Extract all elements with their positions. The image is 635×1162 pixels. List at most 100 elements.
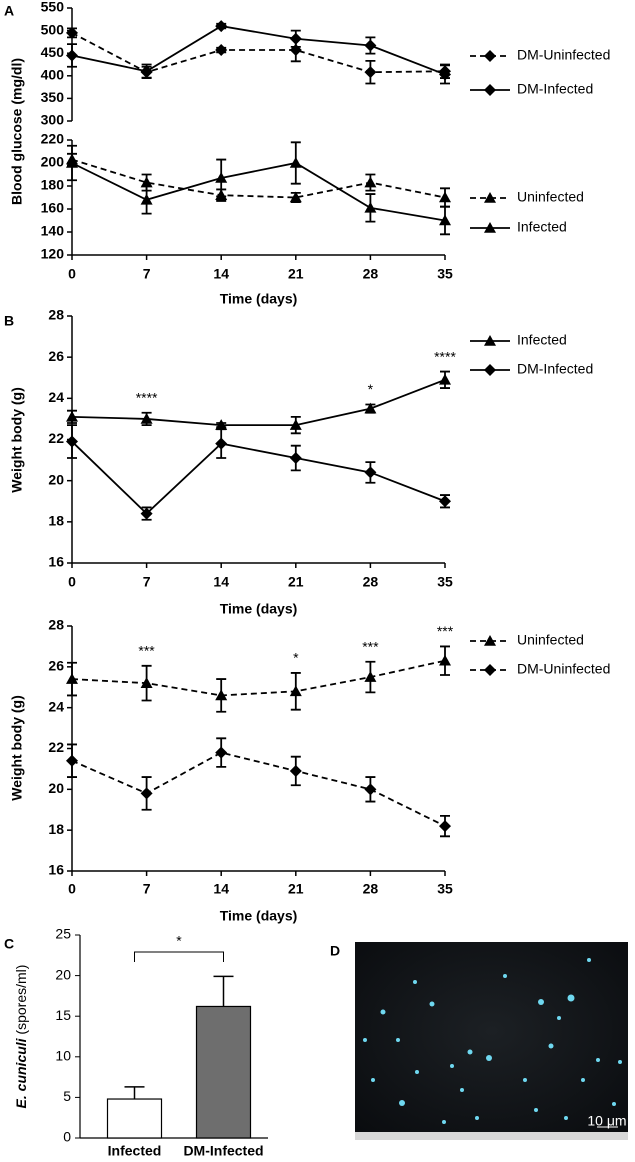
y-tick-label: 26: [48, 348, 64, 364]
data-point: [140, 193, 153, 205]
significance-label: ***: [138, 643, 155, 659]
legend-marker: [484, 635, 496, 646]
significance-label: *: [368, 381, 374, 397]
data-point: [215, 419, 228, 430]
x-tick-label: 21: [288, 266, 304, 282]
y-tick-label: 140: [41, 223, 65, 239]
legend-label: DM-Infected: [517, 361, 593, 377]
legend-label: DM-Uninfected: [517, 47, 610, 63]
x-tick-label: 0: [68, 574, 76, 590]
significance-label: ****: [434, 348, 456, 364]
data-point: [289, 764, 302, 777]
legend-marker: [484, 364, 496, 376]
data-point: [289, 685, 302, 697]
data-point: [66, 754, 78, 767]
y-axis-label: Weight body (g): [9, 387, 25, 493]
panel-label: B: [4, 313, 14, 329]
data-point: [140, 412, 153, 424]
data-point: [140, 677, 153, 688]
legend-marker: [484, 222, 496, 233]
y-tick-label: 26: [48, 658, 64, 674]
data-point: [289, 157, 302, 168]
x-tick-label: 21: [288, 881, 304, 897]
data-point: [439, 654, 451, 666]
y-axis-label-species: E. cuniculi: [13, 1037, 29, 1108]
x-tick-label: 0: [68, 266, 76, 282]
y-tick-label: 18: [48, 513, 64, 529]
y-tick-label: 450: [41, 44, 65, 60]
legend-label: DM-Infected: [517, 81, 593, 97]
y-axis-label-unit: (spores/ml): [13, 965, 29, 1035]
data-point: [364, 466, 377, 479]
data-point: [364, 66, 377, 79]
x-tick-label: 7: [143, 574, 151, 590]
y-axis-label: E. cuniculi (spores/ml): [13, 965, 29, 1109]
data-point: [140, 787, 153, 800]
series-line: [71, 158, 446, 199]
data-point: [215, 171, 228, 183]
data-point: [439, 68, 451, 81]
x-tick-label: 14: [213, 881, 229, 897]
data-point: [289, 452, 302, 465]
legend-marker: [484, 664, 496, 676]
series-line: [71, 378, 446, 426]
legend-marker: [484, 335, 496, 346]
data-point: [439, 214, 451, 226]
panel-label: C: [4, 936, 14, 952]
legend-label: Infected: [517, 219, 567, 235]
y-tick-label: 180: [41, 177, 65, 193]
series-line: [71, 659, 446, 697]
legend-label: DM-Uninfected: [517, 661, 610, 677]
bar: [195, 1005, 252, 1139]
legend-label: Uninfected: [517, 632, 584, 648]
significance-bracket: [134, 951, 224, 962]
y-tick-label: 400: [41, 67, 65, 83]
y-tick-label: 160: [41, 200, 65, 216]
x-axis-label: Time (days): [220, 908, 298, 924]
x-axis-label: Time (days): [220, 601, 298, 617]
y-tick-label: 28: [48, 617, 64, 633]
data-point: [289, 191, 302, 203]
data-point: [66, 673, 78, 684]
y-tick-label: 20: [48, 780, 64, 796]
panel-label: A: [4, 3, 14, 19]
y-tick-label: 16: [48, 862, 64, 878]
y-tick-label: 220: [41, 131, 65, 147]
series-line: [71, 440, 446, 515]
y-tick-label: 22: [48, 739, 64, 755]
x-tick-label: 28: [363, 266, 379, 282]
y-tick-label: 24: [48, 698, 64, 714]
significance-label: *: [176, 933, 182, 949]
significance-label: ****: [136, 389, 158, 405]
significance-label: ***: [362, 638, 379, 654]
x-tick-label: 7: [143, 881, 151, 897]
x-tick-label: 35: [437, 574, 453, 590]
data-point: [289, 419, 302, 430]
data-point: [66, 410, 78, 422]
y-tick-label: 10: [55, 1048, 71, 1064]
data-point: [439, 820, 451, 833]
series-line: [71, 32, 446, 74]
data-point: [364, 39, 377, 52]
y-tick-label: 16: [48, 554, 64, 570]
y-tick-label: 18: [48, 821, 64, 837]
data-point: [364, 201, 377, 213]
spores: [363, 958, 622, 1124]
data-point: [66, 26, 78, 39]
y-axis-label: Blood glucose (mg/dl): [9, 58, 25, 205]
scale-label: 10 μm: [587, 1113, 626, 1129]
y-tick-label: 5: [63, 1088, 71, 1104]
data-point: [215, 746, 228, 759]
x-tick-label: 7: [143, 266, 151, 282]
x-tick-label: 0: [68, 881, 76, 897]
series-line: [71, 751, 446, 827]
x-tick-label: 14: [213, 266, 229, 282]
series-line: [71, 162, 446, 222]
series-line: [71, 25, 446, 76]
data-point: [66, 49, 78, 62]
data-point: [289, 32, 302, 45]
data-point: [140, 507, 153, 520]
x-tick-label: 14: [213, 574, 229, 590]
panel-label: D: [330, 943, 340, 959]
